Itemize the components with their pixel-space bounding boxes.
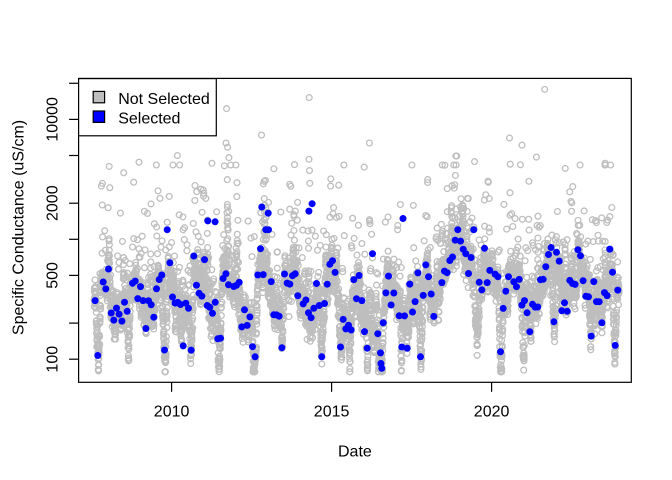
svg-text:100: 100 (44, 346, 61, 373)
svg-text:Selected: Selected (118, 111, 180, 128)
svg-text:2000: 2000 (44, 185, 61, 221)
svg-text:10000: 10000 (44, 97, 61, 142)
svg-text:2015: 2015 (314, 403, 350, 420)
svg-text:Date: Date (338, 443, 372, 460)
svg-text:500: 500 (44, 262, 61, 289)
svg-text:Not Selected: Not Selected (118, 91, 210, 108)
svg-text:2010: 2010 (154, 403, 190, 420)
svg-text:2020: 2020 (474, 403, 510, 420)
svg-text:Specific Conductance (uS/cm): Specific Conductance (uS/cm) (10, 120, 27, 335)
